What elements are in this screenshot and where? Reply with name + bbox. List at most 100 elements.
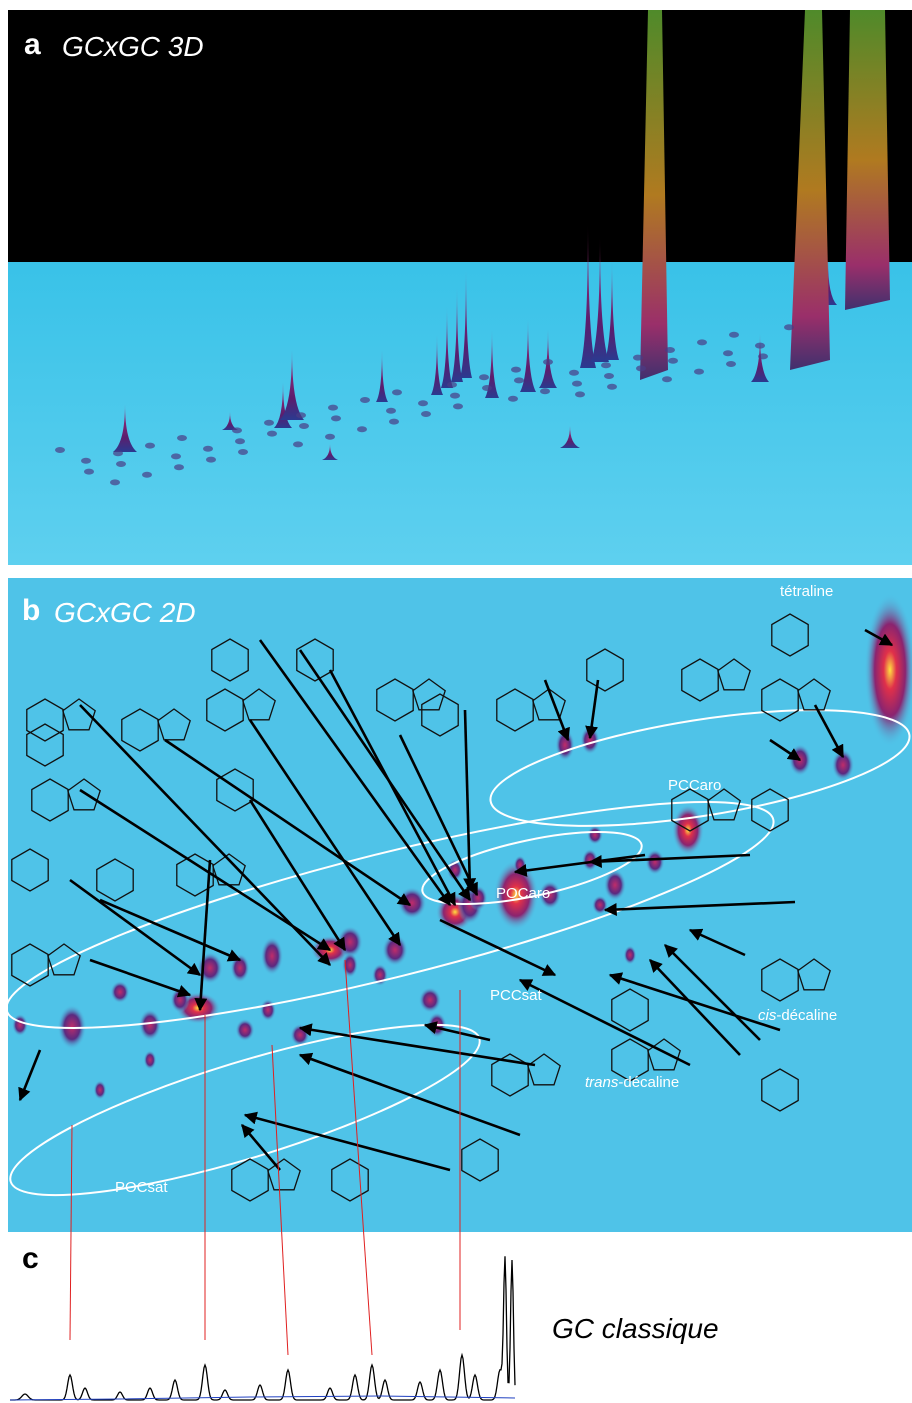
spot (479, 374, 489, 381)
peak (451, 287, 463, 382)
peak (274, 383, 292, 428)
molecule-ring (231, 1158, 269, 1202)
arrow (513, 853, 646, 877)
arrow (664, 944, 761, 1041)
peak (431, 335, 443, 395)
spot (145, 442, 155, 449)
molecule-ring (761, 958, 799, 1002)
spot (110, 980, 130, 1004)
spot (357, 426, 367, 433)
spot (758, 353, 768, 360)
molecule-ring (496, 688, 534, 732)
panel-title: GCxGC 2D (54, 597, 196, 628)
panel-label: b (22, 594, 40, 627)
molecule-ring (461, 1138, 499, 1182)
spot (174, 464, 184, 471)
spot (264, 419, 274, 426)
peaks (55, 10, 890, 486)
spot (260, 998, 276, 1022)
spot (392, 389, 402, 396)
spot (328, 404, 338, 411)
annotation: PCCsat (490, 987, 543, 1004)
annotation-part: -décaline (618, 1074, 679, 1091)
spot (267, 430, 277, 437)
molecule-ring (267, 1158, 301, 1191)
spot (142, 471, 152, 478)
arrow (194, 859, 212, 1012)
panel-label: c (22, 1242, 39, 1275)
chromatogram (10, 1256, 516, 1401)
arrow (608, 972, 781, 1032)
connector (344, 959, 373, 1356)
annotation: cis-décaline (758, 1007, 837, 1024)
molecule-ring (296, 638, 334, 682)
spot (386, 407, 396, 414)
molecule-ring (157, 708, 191, 741)
spot (177, 435, 187, 441)
arrow (164, 738, 412, 907)
molecule-ring (176, 853, 214, 897)
arrow (543, 679, 570, 742)
arrow (688, 928, 746, 957)
arrow (588, 853, 751, 868)
molecule-ring (331, 1158, 369, 1202)
molecule-ring (26, 723, 64, 767)
arrow (18, 1049, 42, 1102)
molecule-ring (611, 988, 649, 1032)
peak (441, 306, 453, 388)
spot (418, 400, 428, 407)
peak (485, 330, 499, 398)
spot (116, 461, 126, 467)
spot (447, 381, 457, 388)
spot (755, 342, 765, 349)
spot (668, 357, 678, 364)
spot (206, 456, 216, 463)
molecule-ring (681, 658, 719, 702)
spot (12, 1013, 28, 1037)
spot (296, 412, 306, 419)
spot (171, 453, 181, 460)
spot (623, 945, 637, 965)
arrow (241, 1124, 281, 1171)
arrow (649, 959, 741, 1056)
panel-title: GC classique (552, 1313, 719, 1344)
peak (222, 412, 238, 430)
spot (143, 1050, 157, 1070)
molecule-ring (11, 848, 49, 892)
arrow (423, 1021, 491, 1042)
arrow (258, 639, 452, 907)
molecule-ring (211, 638, 249, 682)
molecule-ring (62, 698, 96, 731)
molecule-ring (611, 1038, 649, 1082)
arrow (463, 709, 477, 892)
annotation: POCsat (115, 1179, 168, 1196)
peak (460, 268, 472, 378)
spot (601, 362, 611, 369)
arrow (398, 734, 479, 897)
molecule-ring (797, 958, 831, 991)
molecule-ring (751, 788, 789, 832)
annotation-part: trans (585, 1074, 619, 1091)
arrow (603, 900, 796, 917)
spot (726, 361, 736, 367)
peak (591, 237, 609, 362)
spot (604, 373, 614, 379)
molecule-ring (242, 688, 276, 721)
spot (389, 418, 399, 425)
molecule-ring (96, 858, 134, 902)
spot (514, 377, 524, 384)
molecule-ring (671, 788, 709, 832)
background (8, 10, 912, 262)
connector (69, 1124, 73, 1341)
molecule-ring (707, 788, 741, 821)
peak (640, 10, 668, 380)
peak (113, 404, 137, 452)
spot (694, 368, 704, 375)
spot (203, 445, 213, 452)
annotation-part: -décaline (776, 1007, 837, 1024)
molecule-ring (797, 678, 831, 711)
arrow (813, 704, 845, 759)
arrow (99, 898, 242, 962)
spot (633, 354, 643, 361)
